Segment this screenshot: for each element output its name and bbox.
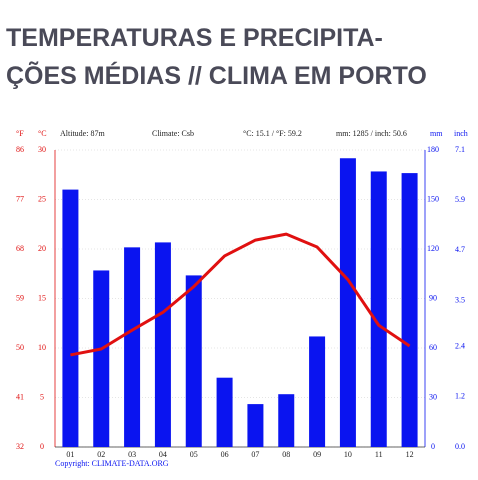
- tick-label: 30: [429, 392, 437, 401]
- tick-label: 3.5: [455, 295, 465, 304]
- bar: [216, 377, 233, 447]
- tick-label: 4.7: [455, 245, 465, 254]
- temperature-line: [70, 232, 411, 357]
- bar: [309, 336, 326, 447]
- tick-label: 25: [38, 194, 46, 203]
- altitude: Altitude: 87m: [60, 129, 105, 138]
- x-tick-label: 08: [282, 450, 290, 459]
- tick-label: 60: [429, 343, 437, 352]
- x-tick-label: 06: [221, 450, 229, 459]
- tick-label: 120: [427, 244, 439, 253]
- x-tick-label: 09: [313, 450, 321, 459]
- x-tick-label: 04: [159, 450, 167, 459]
- tick-label: 1.2: [455, 392, 465, 401]
- precip-total: mm: 1285 / inch: 50.6: [336, 129, 407, 138]
- tick-label: 59: [16, 293, 24, 302]
- x-tick-label: 02: [97, 450, 105, 459]
- bar: [401, 173, 418, 447]
- tick-label: 0: [431, 442, 435, 451]
- tick-label: 77: [16, 194, 24, 203]
- tick-label: 10: [38, 343, 46, 352]
- tick-label: 86: [16, 145, 24, 154]
- bar: [278, 394, 295, 447]
- tick-label: 30: [38, 145, 46, 154]
- tick-label: 15: [38, 293, 46, 302]
- bar: [124, 247, 141, 447]
- x-tick-label: 11: [375, 450, 383, 459]
- tick-label: 0.0: [455, 442, 465, 451]
- tick-label: 150: [427, 194, 439, 203]
- tick-label: 50: [16, 343, 24, 352]
- bar: [154, 242, 171, 447]
- tick-label: 41: [16, 392, 24, 401]
- bar: [185, 275, 202, 447]
- bar: [93, 270, 110, 447]
- climate: Climate: Csb: [152, 129, 194, 138]
- tick-label: 5.9: [455, 195, 465, 204]
- title-line: ÇÕES MÉDIAS // CLIMA EM PORTO: [6, 60, 427, 90]
- tick-label: 20: [38, 244, 46, 253]
- bar: [370, 171, 387, 447]
- f-unit: °F: [16, 129, 24, 138]
- tick-label: 0: [40, 442, 44, 451]
- tick-label: 32: [16, 442, 24, 451]
- x-tick-label: 10: [344, 450, 352, 459]
- tick-label: 5: [40, 392, 44, 401]
- x-tick-label: 12: [406, 450, 414, 459]
- bar: [62, 189, 79, 447]
- copyright: Copyright: CLIMATE-DATA.ORG: [55, 459, 169, 468]
- x-tick-label: 07: [251, 450, 259, 459]
- x-tick-label: 03: [128, 450, 136, 459]
- tick-label: 180: [427, 145, 439, 154]
- tick-label: 7.1: [455, 145, 465, 154]
- mm-unit: mm: [430, 129, 443, 138]
- x-tick-label: 05: [190, 450, 198, 459]
- temp-avg: °C: 15.1 / °F: 59.2: [243, 129, 302, 138]
- bar: [247, 404, 264, 447]
- tick-label: 90: [429, 293, 437, 302]
- title-line: TEMPERATURAS E PRECIPITA-: [6, 24, 383, 52]
- tick-label: 2.4: [455, 341, 465, 350]
- bar: [339, 158, 356, 447]
- c-unit: °C: [38, 129, 47, 138]
- inch-unit: inch: [454, 129, 468, 138]
- tick-label: 68: [16, 244, 24, 253]
- x-tick-label: 01: [66, 450, 74, 459]
